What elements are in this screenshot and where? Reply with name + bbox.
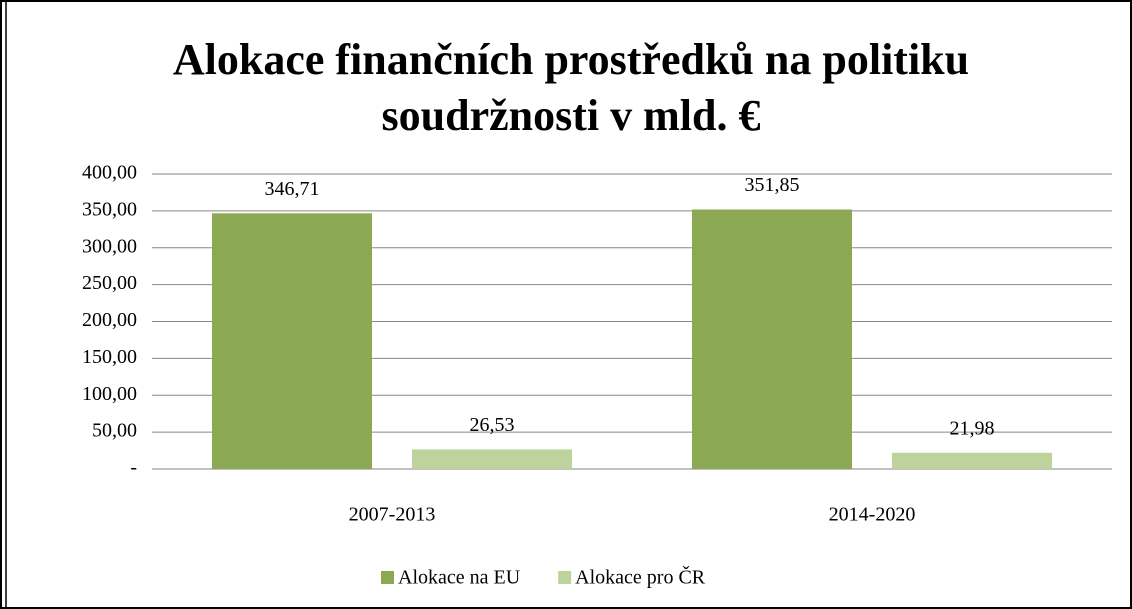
- y-tick-label: 100,00: [82, 383, 137, 405]
- y-tick-label: 300,00: [82, 235, 137, 257]
- x-tick-label: 2014-2020: [829, 504, 916, 526]
- legend-swatch: [381, 571, 394, 584]
- y-tick-label: 200,00: [82, 309, 137, 331]
- y-tick-label: -: [130, 457, 137, 479]
- legend-label: Alokace na EU: [398, 567, 521, 589]
- y-tick-label: 350,00: [82, 198, 137, 220]
- x-tick-label: 2007-2013: [349, 504, 436, 526]
- y-tick-label: 400,00: [82, 162, 137, 184]
- legend-label: Alokace pro ČR: [575, 565, 706, 589]
- value-label: 351,85: [745, 174, 800, 196]
- legend-swatch: [558, 571, 572, 584]
- y-tick-label: 150,00: [82, 346, 137, 368]
- bar: [212, 213, 372, 469]
- bar: [692, 209, 852, 469]
- chart-title: Alokace finančních prostředků na politik…: [172, 35, 970, 140]
- value-label: 26,53: [470, 414, 515, 436]
- bar: [892, 452, 1052, 469]
- y-tick-label: 50,00: [92, 420, 137, 442]
- value-label: 21,98: [950, 417, 995, 439]
- bar: [412, 449, 572, 469]
- value-label: 346,71: [265, 178, 320, 200]
- y-tick-label: 250,00: [82, 272, 137, 294]
